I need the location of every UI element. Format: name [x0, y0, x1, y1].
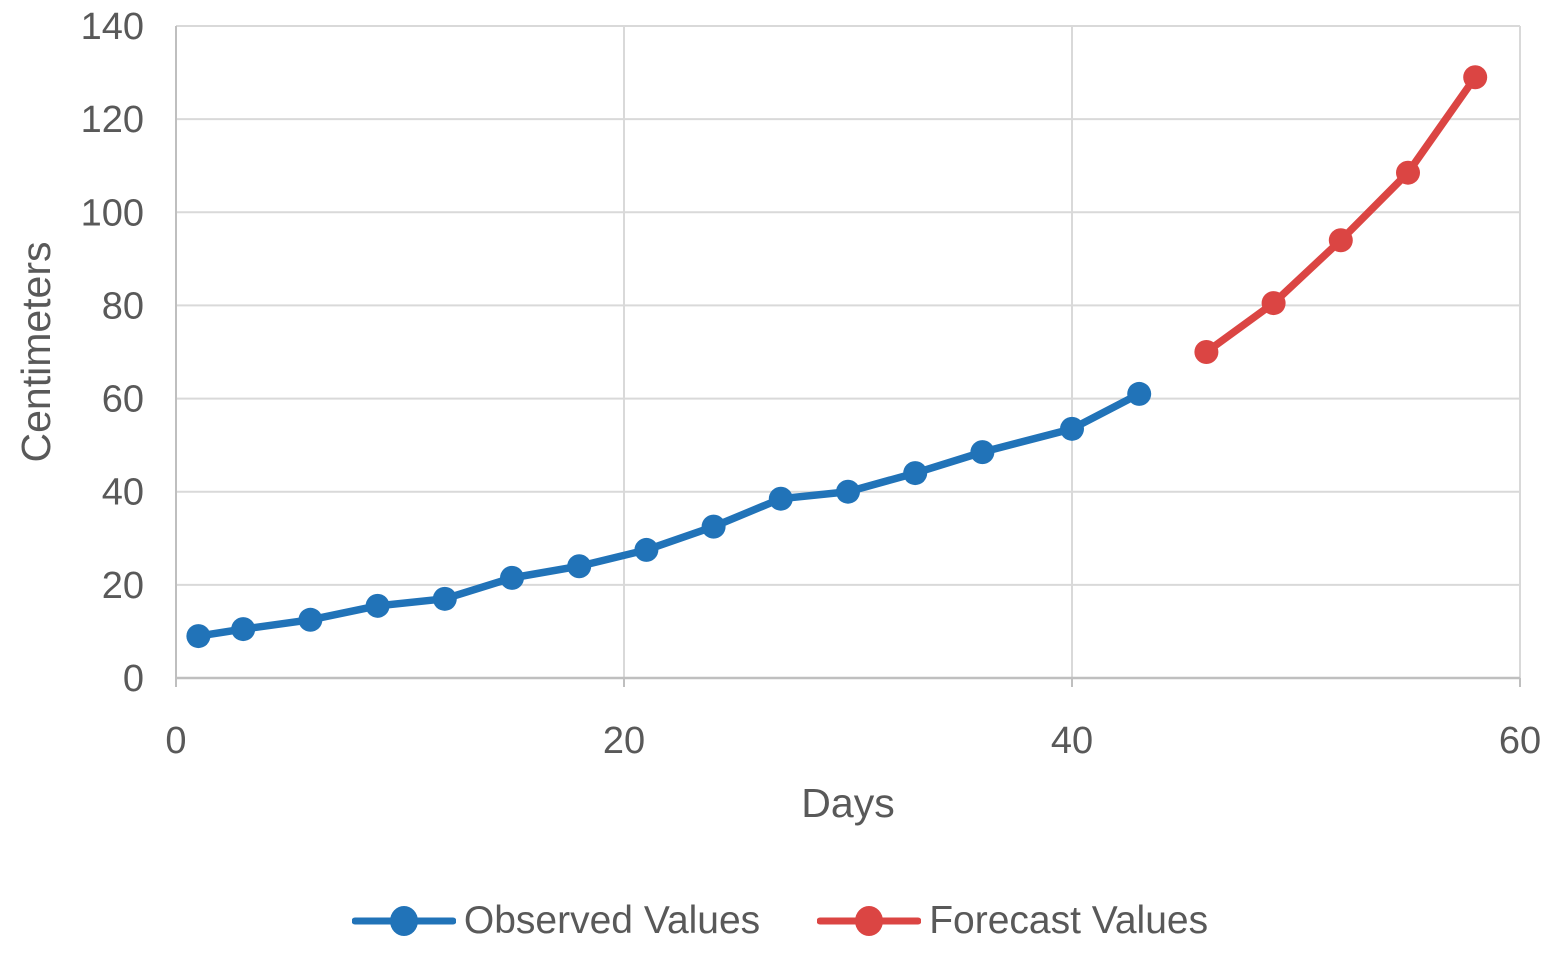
observed-data-point: [1127, 381, 1152, 406]
legend: Observed Values Forecast Values: [0, 893, 1560, 949]
observed-data-point: [186, 624, 211, 649]
observed-series-line: [194, 390, 1143, 640]
x-tick-label: 0: [165, 720, 186, 762]
legend-item-forecast: Forecast Values: [817, 899, 1208, 943]
forecast-data-point: [1261, 291, 1286, 316]
observed-data-point: [836, 479, 860, 504]
x-tick-label: 20: [603, 720, 645, 762]
legend-item-observed: Observed Values: [351, 899, 761, 943]
forecast-data-point: [1328, 228, 1353, 253]
observed-data-point: [634, 537, 659, 562]
forecast-data-point: [1396, 160, 1420, 185]
x-tick-label: 40: [1051, 720, 1093, 762]
y-tick-label: 140: [81, 6, 144, 48]
y-tick-label: 80: [102, 285, 144, 327]
observed-data-point: [970, 440, 995, 465]
y-tick-label: 60: [102, 379, 144, 421]
legend-label-observed: Observed Values: [463, 899, 761, 942]
observed-data-point: [365, 593, 390, 618]
forecast-data-point: [1194, 340, 1219, 364]
y-tick-label: 20: [102, 565, 144, 607]
x-axis-title: Days: [801, 780, 895, 826]
y-tick-label: 40: [102, 472, 144, 514]
y-axis-title: Centimeters: [13, 241, 59, 463]
observed-data-point: [567, 554, 592, 579]
observed-series-marker-icon: [351, 906, 456, 936]
x-tick-label: 60: [1499, 720, 1541, 762]
observed-data-point: [768, 486, 793, 511]
observed-data-point: [298, 607, 323, 632]
observed-data-point: [231, 617, 256, 642]
y-tick-label: 100: [81, 192, 144, 234]
observed-data-point: [500, 565, 524, 590]
observed-data-point: [903, 461, 928, 486]
y-tick-label: 0: [123, 658, 144, 700]
observed-data-point: [432, 586, 457, 611]
observed-data-point: [1060, 416, 1084, 441]
legend-label-forecast: Forecast Values: [929, 899, 1209, 942]
forecast-series-marker-icon: [817, 906, 922, 936]
y-tick-label: 120: [81, 99, 144, 141]
observed-data-point: [701, 514, 726, 539]
forecast-data-point: [1463, 65, 1488, 90]
